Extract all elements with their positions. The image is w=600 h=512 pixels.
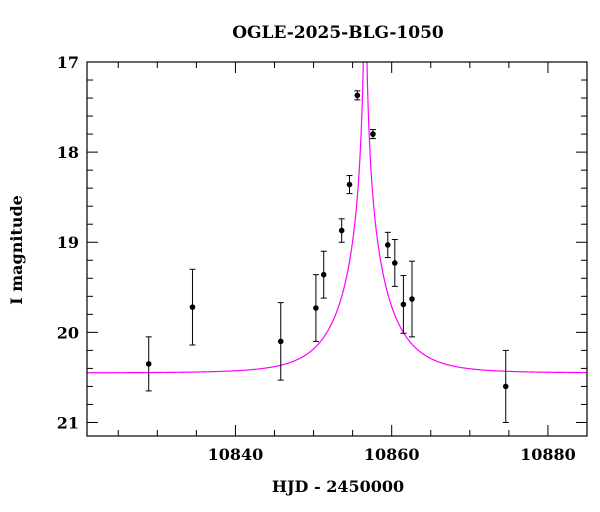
- model-curve: [87, 62, 587, 374]
- data-point: [320, 271, 327, 278]
- plot-frame: [86, 61, 588, 437]
- data-point: [189, 304, 196, 310]
- chart-title: OGLE-2025-BLG-1050: [232, 23, 444, 43]
- data-point: [338, 227, 345, 234]
- x-tick-label: 10860: [364, 445, 420, 464]
- data-point: [409, 296, 415, 302]
- data-point: [346, 181, 353, 188]
- y-tick-label: 17: [57, 53, 79, 72]
- y-tick-label: 19: [57, 233, 79, 252]
- data-point: [502, 383, 509, 390]
- data-point: [145, 361, 152, 367]
- x-tick-label: 10840: [208, 445, 264, 464]
- x-tick-label: 10880: [520, 445, 576, 464]
- data-point: [392, 260, 398, 266]
- data-point: [400, 301, 407, 308]
- data-point: [277, 338, 284, 345]
- y-axis-label: I magnitude: [7, 195, 26, 305]
- data-point: [354, 92, 361, 99]
- plot-area: 10840 10860 10880 17 18 19 20 21: [57, 53, 588, 464]
- data-point: [313, 305, 319, 311]
- y-tick-label: 18: [57, 143, 79, 162]
- x-axis-label: HJD - 2450000: [272, 477, 404, 496]
- data-point: [370, 131, 376, 137]
- y-tick-label: 20: [57, 323, 79, 342]
- data-point: [384, 242, 391, 248]
- y-tick-label: 21: [57, 413, 79, 432]
